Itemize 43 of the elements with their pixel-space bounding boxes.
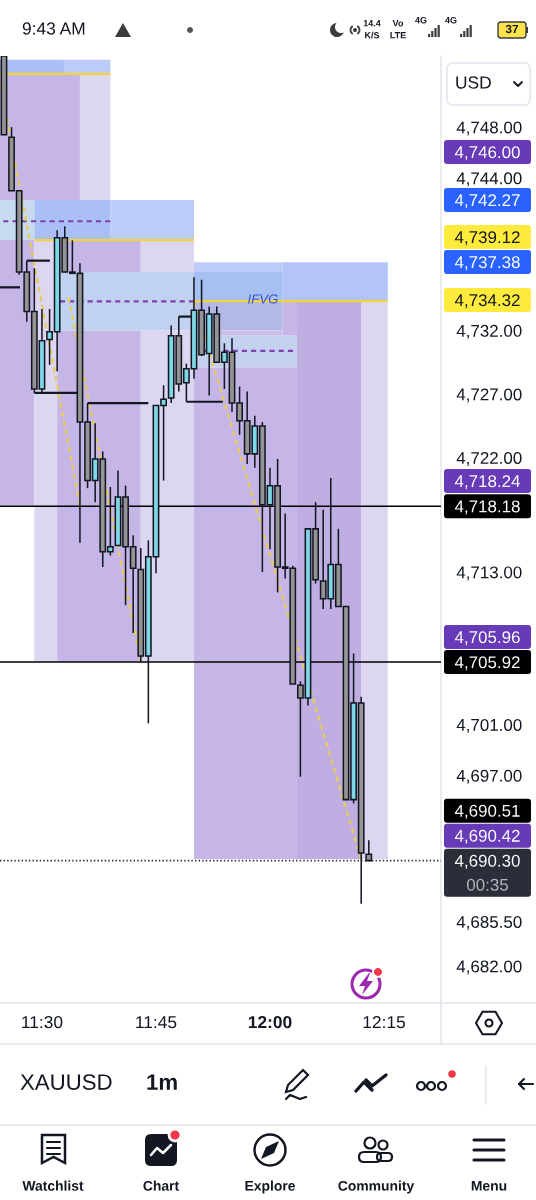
text: 4,746.00	[454, 146, 520, 161]
text: 4,742.27	[454, 194, 520, 209]
text: 4,734.32	[454, 294, 520, 309]
ref-line-label: 4,690.30 00:35	[454, 854, 520, 891]
text: Chart	[143, 1180, 179, 1191]
text: 4,737.38	[454, 256, 520, 271]
text: 4,690.42	[454, 829, 520, 844]
y-tick-label: 4,732.00	[456, 324, 522, 339]
text: XAUUSD	[20, 1074, 112, 1090]
y-tick-label: 4,722.00	[456, 451, 522, 466]
y-tick-label: 4,713.00	[456, 566, 522, 581]
text: K/S	[365, 31, 380, 39]
y-tick-label: 4,748.00	[456, 121, 522, 136]
text: 1m	[147, 1074, 177, 1090]
x-tick-label: 11:45	[136, 1016, 177, 1029]
y-tick-label: 4,697.00	[456, 769, 522, 784]
text: Vo	[392, 20, 404, 27]
y-tick-label: 4,727.00	[456, 388, 522, 403]
text: 14.4	[363, 20, 381, 27]
text: 4G	[445, 17, 457, 24]
x-tick-label: 12:00	[248, 1015, 292, 1029]
text: Explore	[245, 1180, 295, 1194]
ref-line-label: 4,705.92	[454, 656, 520, 671]
text: 4,705.96	[454, 631, 520, 646]
text: Menu	[471, 1181, 507, 1191]
text: Watchlist	[22, 1180, 84, 1191]
text: 4,718.24	[454, 475, 520, 490]
text: 4,739.12	[454, 231, 520, 246]
text: 37	[505, 24, 519, 34]
text: 9:43 AM	[22, 22, 85, 35]
text: 4G	[415, 17, 427, 24]
y-tick-label: 4,744.00	[456, 172, 522, 187]
y-tick-label: 4,685.50	[456, 915, 522, 930]
text: 4,690.51	[454, 804, 520, 819]
text: Community	[338, 1180, 415, 1194]
candlestick	[365, 839, 373, 862]
y-tick-label: 4,701.00	[456, 718, 522, 733]
y-tick-label: 4,682.00	[456, 960, 522, 975]
ref-line-label: 4,718.18	[454, 500, 520, 515]
x-tick-label: 11:30	[22, 1015, 63, 1029]
x-tick-label: 12:15	[363, 1015, 405, 1029]
y-axis-title: USD	[456, 76, 491, 89]
text: LTE	[390, 32, 406, 39]
